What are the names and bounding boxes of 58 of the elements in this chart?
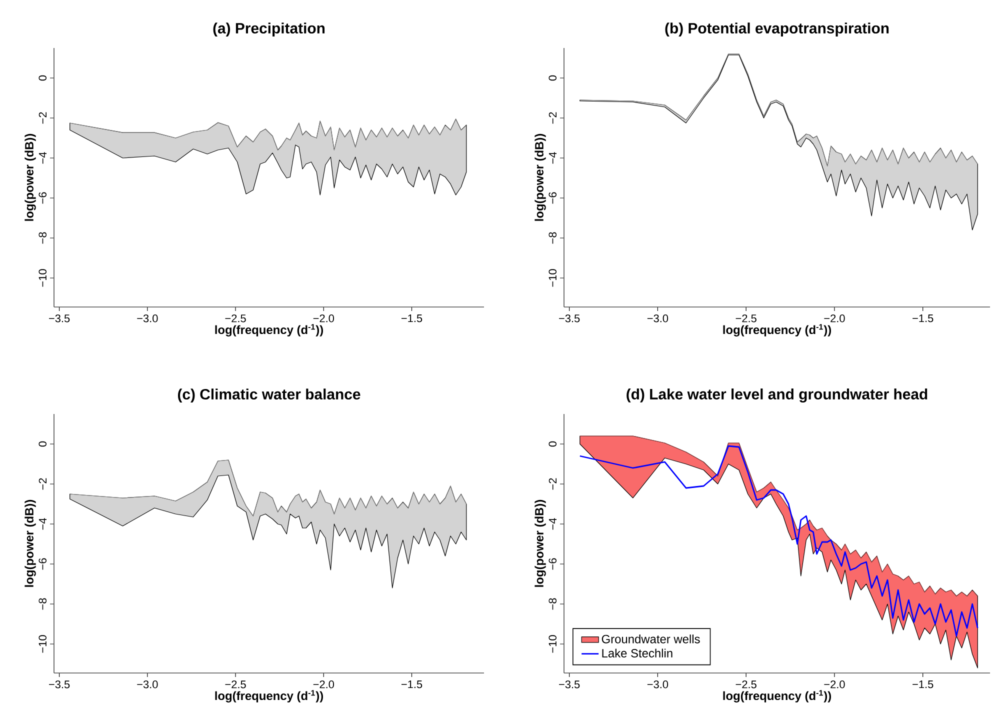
- y-tick-label: −10: [548, 269, 557, 287]
- y-tick-label: −2: [548, 478, 556, 490]
- x-tick-label: −1.5: [912, 680, 934, 688]
- y-tick-label: −10: [38, 269, 46, 287]
- x-axis-title: log(frequency (d$^{-1}$)): [723, 324, 832, 336]
- x-tick-label: −2.0: [824, 680, 845, 688]
- y-tick-label: −2: [548, 112, 556, 124]
- x-tick-label: −2.0: [313, 680, 334, 688]
- y-tick-label: −6: [38, 558, 46, 570]
- y-tick-label: −6: [548, 558, 557, 570]
- y-tick-label: 0: [38, 75, 46, 81]
- x-tick-label: −2.5: [225, 680, 246, 688]
- x-tick-label: −3.0: [137, 680, 158, 688]
- y-tick-label: −8: [38, 232, 46, 244]
- y-tick-label: −10: [38, 635, 46, 653]
- legend-label: Groundwater wells: [602, 634, 700, 644]
- y-tick-label: −4: [548, 518, 556, 530]
- x-tick-label: −2.0: [313, 314, 334, 322]
- x-tick-label: −3.0: [647, 314, 668, 322]
- y-tick-label: −8: [38, 598, 46, 610]
- legend-label: Lake Stechlin: [602, 648, 672, 658]
- x-tick-label: −3.5: [49, 680, 70, 688]
- x-tick-label: −2.5: [736, 680, 756, 688]
- x-tick-label: −2.5: [736, 314, 756, 322]
- x-tick-label: −2.5: [225, 314, 246, 322]
- chart-title: (a) Precipitation: [213, 22, 325, 36]
- y-tick-label: 0: [548, 441, 557, 447]
- y-tick-label: −4: [548, 152, 556, 164]
- chart-title: (c) Climatic water balance: [178, 388, 360, 402]
- y-tick-label: 0: [548, 75, 557, 81]
- chart-title: (b) Potential evapotranspiration: [665, 22, 889, 36]
- y-tick-label: −6: [38, 192, 46, 204]
- y-tick-label: −6: [548, 192, 557, 204]
- y-tick-label: −8: [548, 232, 557, 244]
- y-axis-title: log(power (dB)): [24, 500, 36, 587]
- x-tick-label: −1.5: [912, 314, 934, 322]
- y-axis-title: log(power (dB)): [534, 134, 546, 221]
- x-tick-label: −3.5: [559, 314, 580, 322]
- x-tick-label: −3.5: [49, 314, 70, 322]
- y-tick-label: 0: [38, 441, 46, 447]
- y-tick-label: −4: [38, 518, 46, 530]
- x-tick-label: −2.0: [824, 314, 845, 322]
- x-tick-label: −1.5: [401, 680, 422, 688]
- y-tick-label: −2: [38, 478, 46, 490]
- x-tick-label: −3.5: [559, 680, 580, 688]
- y-tick-label: −4: [38, 152, 46, 164]
- y-tick-label: −2: [38, 112, 46, 124]
- x-axis-title: log(frequency (d$^{-1}$)): [215, 690, 324, 702]
- x-axis-title: log(frequency (d$^{-1}$)): [723, 690, 832, 702]
- y-axis-title: log(power (dB)): [24, 134, 36, 221]
- x-tick-label: −3.0: [647, 680, 668, 688]
- x-axis-title: log(frequency (d$^{-1}$)): [215, 324, 324, 336]
- chart-title: (d) Lake water level and groundwater head: [626, 388, 928, 403]
- x-tick-label: −1.5: [401, 314, 422, 322]
- y-axis-title: log(power (dB)): [534, 500, 546, 587]
- x-tick-label: −3.0: [137, 314, 158, 322]
- y-tick-label: −8: [548, 598, 557, 610]
- y-tick-label: −10: [548, 635, 557, 653]
